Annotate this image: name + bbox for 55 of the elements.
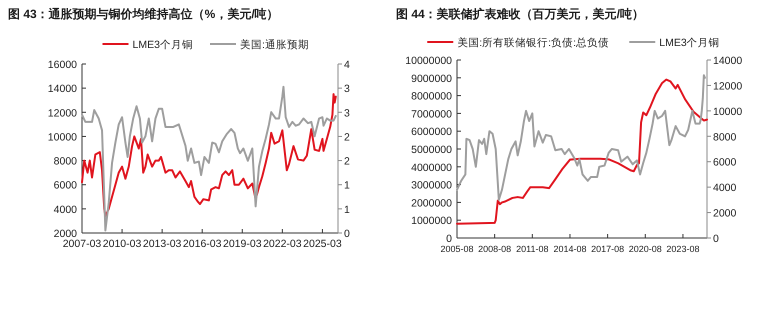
y-tick-label: 10000 bbox=[48, 131, 78, 144]
chart-title: 图 44：美联储扩表难收（百万美元，美元/吨） bbox=[396, 7, 644, 21]
y2-tick-label: 3 bbox=[344, 83, 350, 96]
y2-tick-label: 0 bbox=[713, 233, 719, 245]
x-tick-label: 2022-03 bbox=[263, 238, 302, 250]
y-tick-label: 9000000 bbox=[411, 72, 452, 85]
y2-tick-label: 12000 bbox=[713, 80, 742, 92]
y2-tick-label: 2 bbox=[344, 131, 350, 144]
x-tick-label: 2014-08 bbox=[553, 244, 586, 254]
x-tick-label: 2007-03 bbox=[62, 238, 102, 250]
y-tick-label: 3000000 bbox=[411, 180, 452, 192]
x-tick-label: 2011-08 bbox=[516, 244, 548, 254]
y-tick-label: 0 bbox=[446, 233, 452, 245]
y2-tick-label: 10000 bbox=[713, 106, 742, 118]
y-tick-label: 14000 bbox=[48, 83, 78, 96]
y-tick-label: 8000000 bbox=[411, 90, 452, 103]
x-tick-label: 2016-03 bbox=[182, 238, 222, 250]
x-tick-label: 2023-08 bbox=[666, 244, 700, 254]
x-tick-label: 2025-03 bbox=[303, 238, 342, 250]
y-tick-label: 10000000 bbox=[405, 55, 452, 67]
y-tick-label: 6000 bbox=[54, 180, 78, 192]
y2-tick-label: 2 bbox=[344, 156, 350, 168]
x-tick-label: 2008-08 bbox=[478, 244, 512, 254]
y-tick-label: 8000 bbox=[54, 156, 78, 168]
legend-label: 美国:通胀预期 bbox=[240, 38, 309, 51]
y2-tick-label: 3 bbox=[344, 107, 350, 120]
y-tick-label: 4000000 bbox=[411, 162, 452, 174]
y2-tick-label: 6000 bbox=[713, 156, 737, 169]
y2-tick-label: 1 bbox=[344, 204, 350, 216]
x-tick-label: 2013-03 bbox=[142, 238, 182, 250]
y2-tick-label: 2000 bbox=[713, 208, 737, 220]
y-tick-label: 1000000 bbox=[411, 215, 452, 228]
y-tick-label: 7000000 bbox=[411, 108, 452, 120]
y-tick-label: 2000 bbox=[54, 228, 78, 240]
y2-tick-label: 4000 bbox=[713, 182, 737, 194]
legend-label: LME3个月铜 bbox=[132, 39, 193, 51]
y-tick-label: 6000000 bbox=[411, 126, 452, 138]
x-tick-label: 2017-08 bbox=[591, 244, 624, 254]
x-tick-label: 2010-03 bbox=[102, 238, 142, 250]
y2-tick-label: 14000 bbox=[713, 55, 742, 67]
x-tick-label: 2020-08 bbox=[628, 244, 662, 254]
x-tick-label: 2005-08 bbox=[440, 244, 474, 254]
x-tick-label: 2019-03 bbox=[223, 238, 262, 250]
legend-label: 美国:所有联储银行:负债:总负债 bbox=[457, 36, 610, 49]
y-tick-label: 16000 bbox=[48, 59, 78, 71]
y2-tick-label: 4 bbox=[344, 59, 350, 71]
y2-tick-label: 0 bbox=[344, 228, 350, 240]
y-tick-label: 2000000 bbox=[411, 197, 452, 210]
legend-label: LME3个月铜 bbox=[659, 37, 720, 49]
y2-tick-label: 1 bbox=[344, 180, 350, 192]
chart-title: 图 43：通胀预期与铜价均维持高位（%，美元/吨） bbox=[8, 7, 279, 21]
y2-tick-label: 8000 bbox=[713, 131, 737, 144]
y-tick-label: 5000000 bbox=[411, 144, 452, 156]
y-tick-label: 12000 bbox=[48, 107, 78, 120]
y-tick-label: 4000 bbox=[54, 204, 78, 216]
